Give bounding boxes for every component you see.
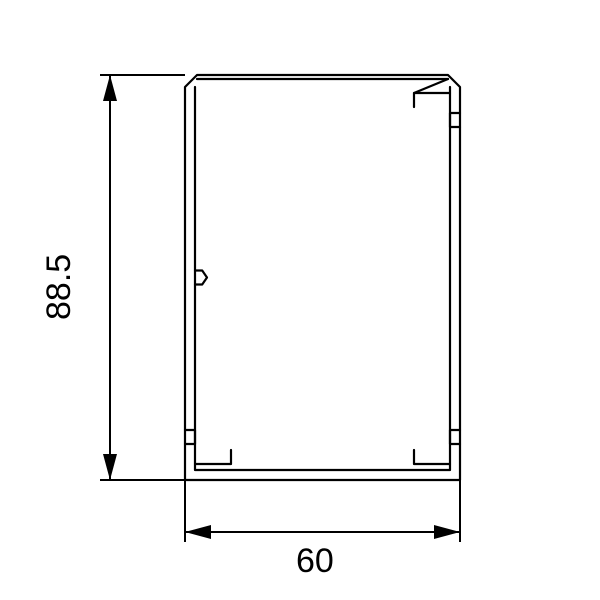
dimension-width-label: 60 bbox=[296, 542, 334, 580]
technical-drawing: 60 88.5 bbox=[0, 0, 600, 600]
dimension-height-label: 88.5 bbox=[40, 254, 78, 320]
